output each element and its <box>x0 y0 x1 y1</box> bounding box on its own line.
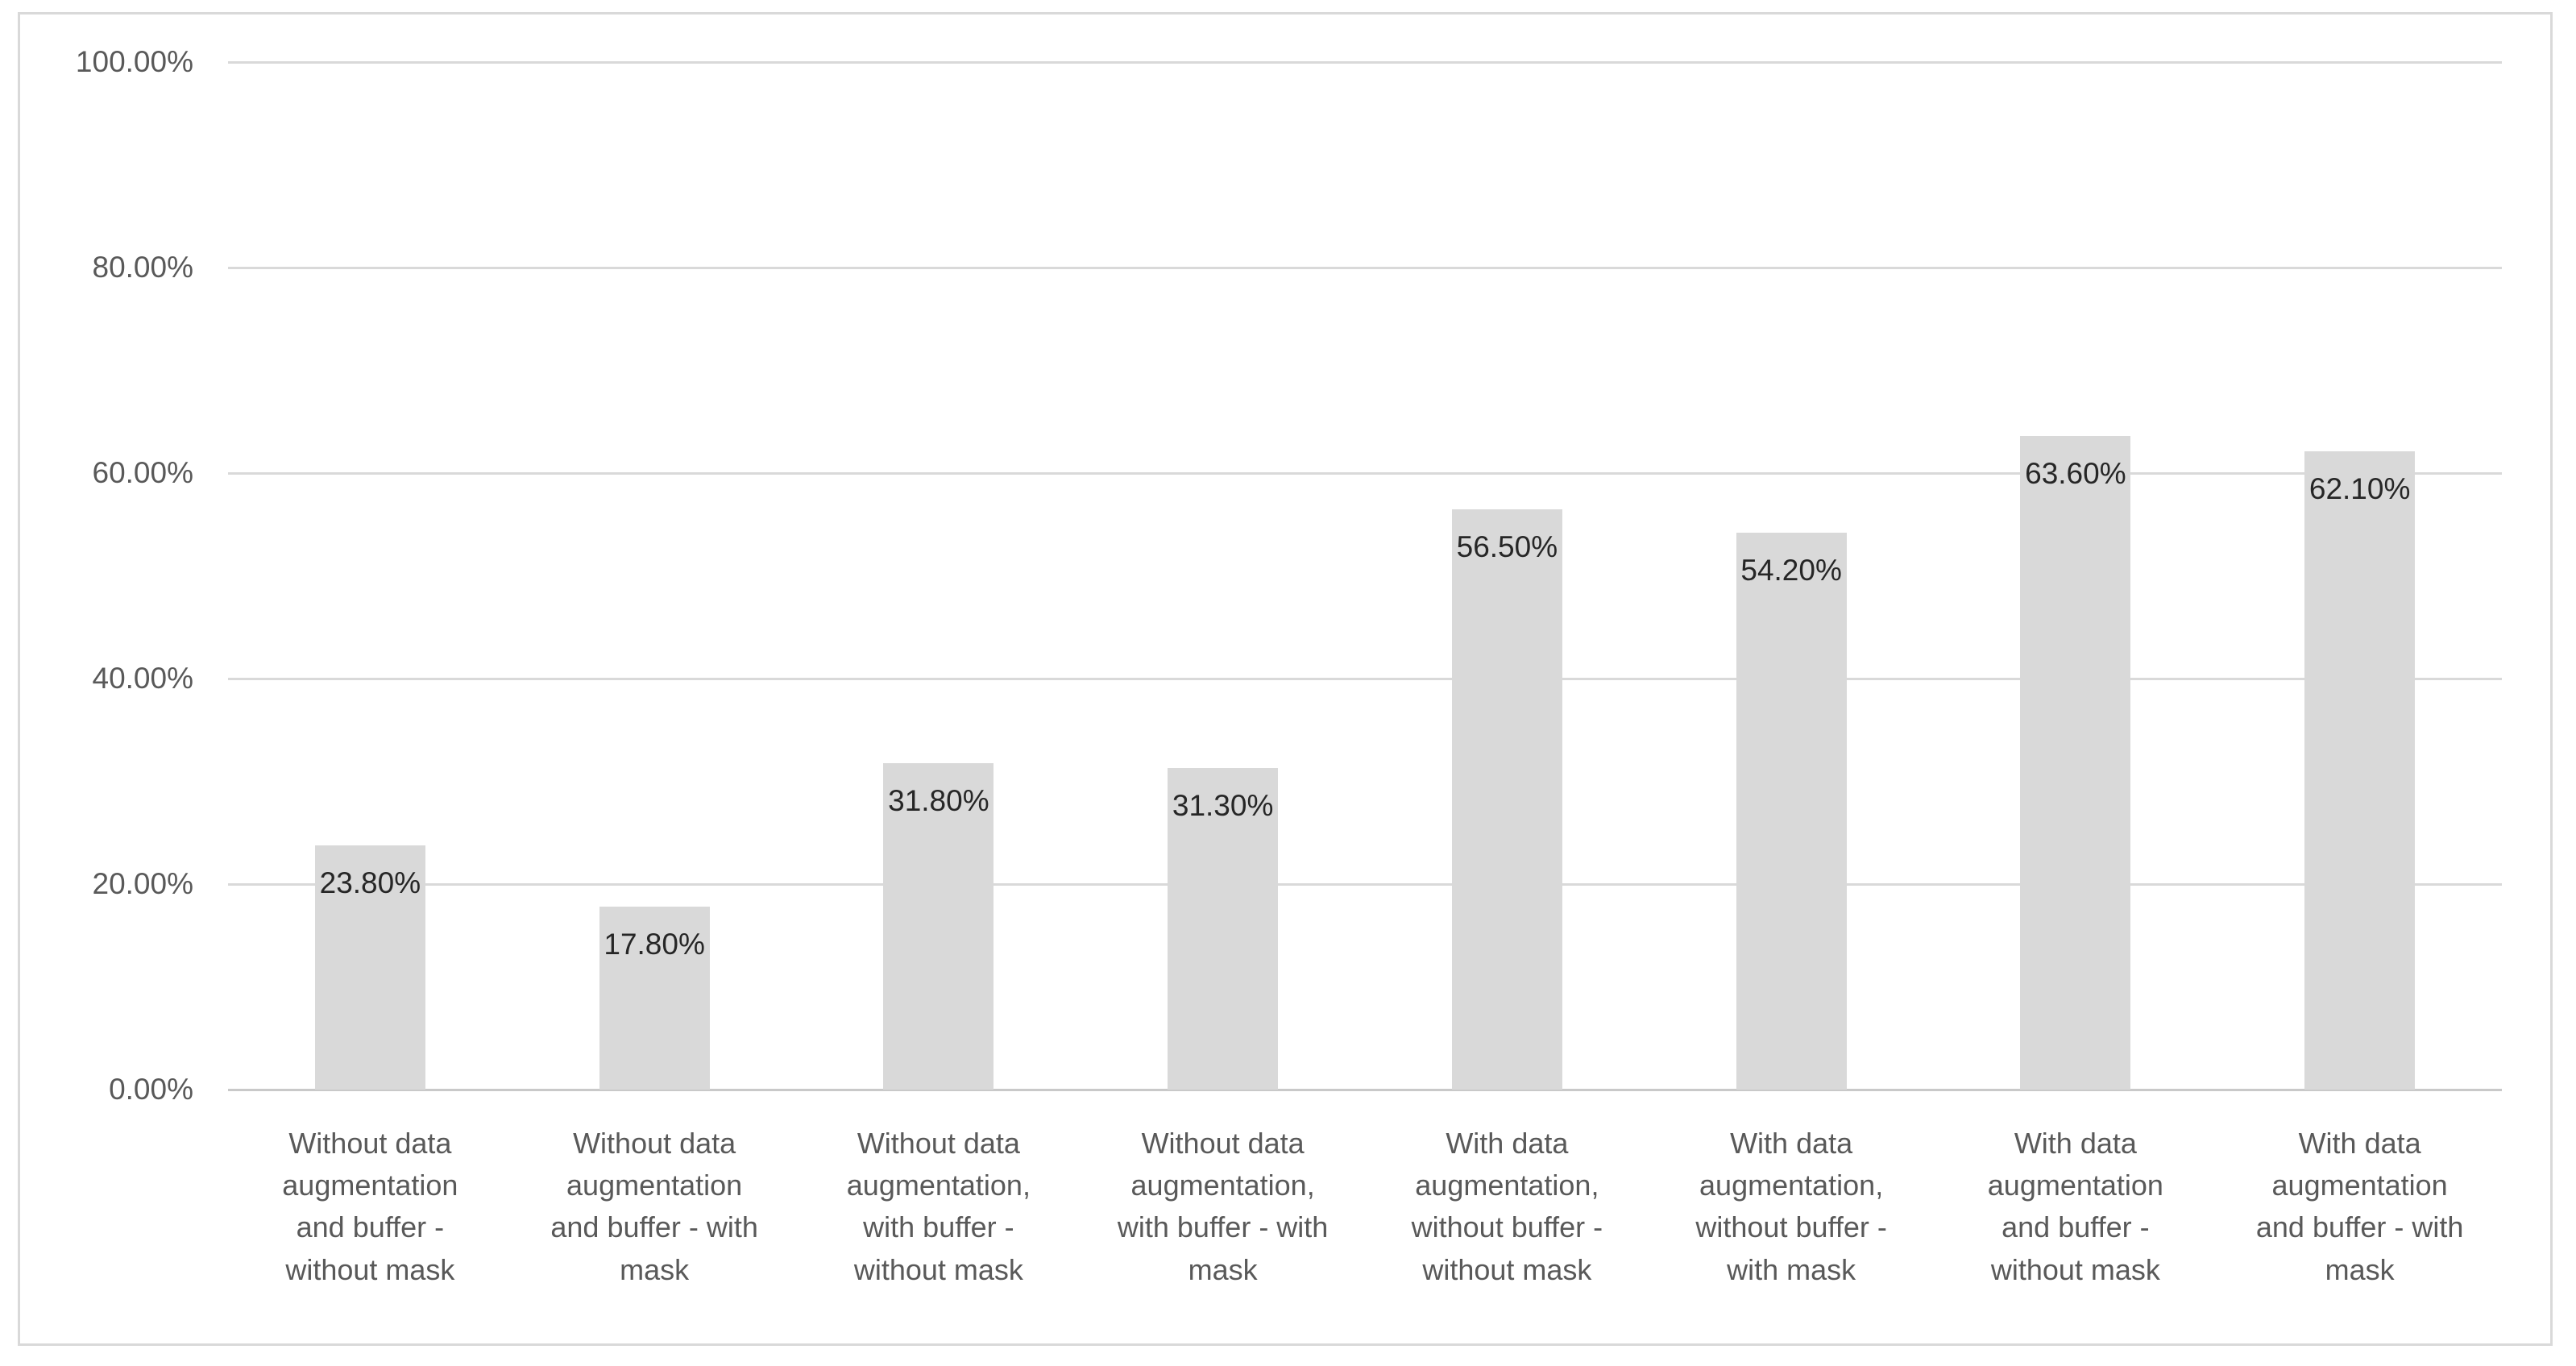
bar-value-label: 56.50% <box>1456 529 1558 563</box>
gridline <box>228 60 2502 64</box>
y-axis-tick-label: 100.00% <box>75 45 193 78</box>
y-axis-tick-label: 20.00% <box>92 867 194 900</box>
gridline <box>228 471 2502 475</box>
x-axis-category-label: With data augmentation, without buffer -… <box>1695 1127 1887 1286</box>
bar-value-label: 31.30% <box>1172 788 1274 822</box>
bar-value-label: 17.80% <box>604 928 705 961</box>
bar <box>1451 509 1562 1090</box>
x-axis-category-label: With data augmentation and buffer - with… <box>1987 1127 2163 1286</box>
bar-value-label: 63.60% <box>2025 457 2126 491</box>
gridline <box>228 1088 2502 1091</box>
x-axis-category-label: With data augmentation, without buffer -… <box>1411 1127 1603 1286</box>
y-axis-tick-label: 80.00% <box>92 251 194 284</box>
bar <box>2304 451 2416 1090</box>
bar <box>1168 767 1279 1090</box>
y-axis-tick-label: 40.00% <box>92 662 194 695</box>
gridline <box>228 266 2502 269</box>
bar <box>314 845 425 1090</box>
bar <box>2020 436 2131 1090</box>
bar-value-label: 23.80% <box>319 866 421 899</box>
x-axis-category-label: Without data augmentation and buffer - w… <box>282 1127 458 1286</box>
gridline <box>228 677 2502 680</box>
bar <box>599 907 710 1090</box>
bar <box>883 762 994 1090</box>
bar <box>1736 532 1847 1090</box>
x-axis-category-label: Without data augmentation and buffer - w… <box>550 1127 758 1286</box>
y-axis-tick-label: 60.00% <box>92 456 194 489</box>
x-axis-category-label: Without data augmentation, with buffer -… <box>846 1127 1031 1286</box>
x-axis-category-label: Without data augmentation, with buffer -… <box>1117 1127 1329 1286</box>
gridline <box>228 882 2502 886</box>
bar-value-label: 31.80% <box>888 783 989 817</box>
x-axis-category-label: With data augmentation and buffer - with… <box>2255 1127 2464 1286</box>
bar-value-label: 62.10% <box>2308 472 2411 506</box>
bar-value-label: 54.20% <box>1740 553 1842 587</box>
y-axis-tick-label: 0.00% <box>109 1073 193 1106</box>
